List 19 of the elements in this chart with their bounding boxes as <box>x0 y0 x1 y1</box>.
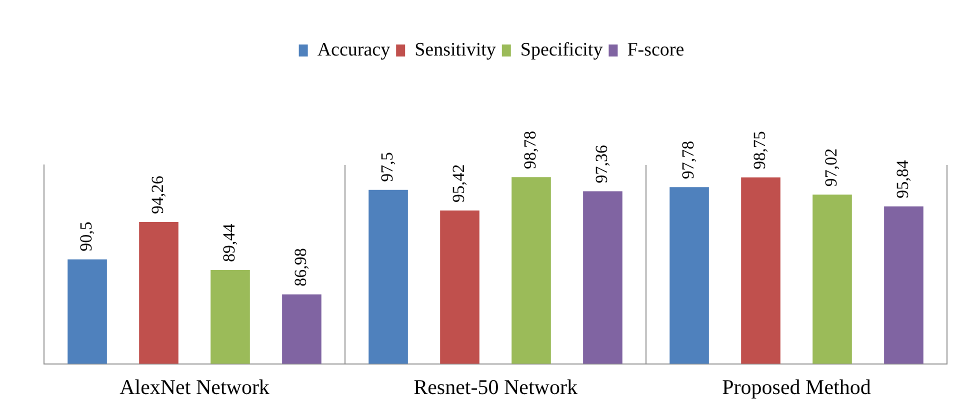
data-label: 95,42 <box>449 164 468 203</box>
legend-label: Accuracy <box>317 39 391 60</box>
data-label: 97,78 <box>678 140 698 180</box>
x-tick-label: AlexNet Network <box>120 374 270 399</box>
data-label: 86,98 <box>291 248 310 286</box>
data-label: 95,84 <box>893 160 912 198</box>
data-label: 98,78 <box>520 130 540 170</box>
data-label: 90,5 <box>76 222 96 252</box>
x-tick-label: Resnet-50 Network <box>414 374 578 399</box>
data-label: 98,75 <box>750 131 770 170</box>
x-tick-label: Proposed Method <box>722 374 872 399</box>
legend-label: Specificity <box>520 39 604 60</box>
data-label: 97,36 <box>592 144 612 184</box>
data-label: 89,44 <box>220 223 239 262</box>
data-label: 94,26 <box>148 176 168 214</box>
legend-label: F-score <box>627 39 684 60</box>
data-label: 97,02 <box>822 148 841 187</box>
legend-label: Sensitivity <box>414 39 496 60</box>
data-label: 97,5 <box>378 152 397 182</box>
